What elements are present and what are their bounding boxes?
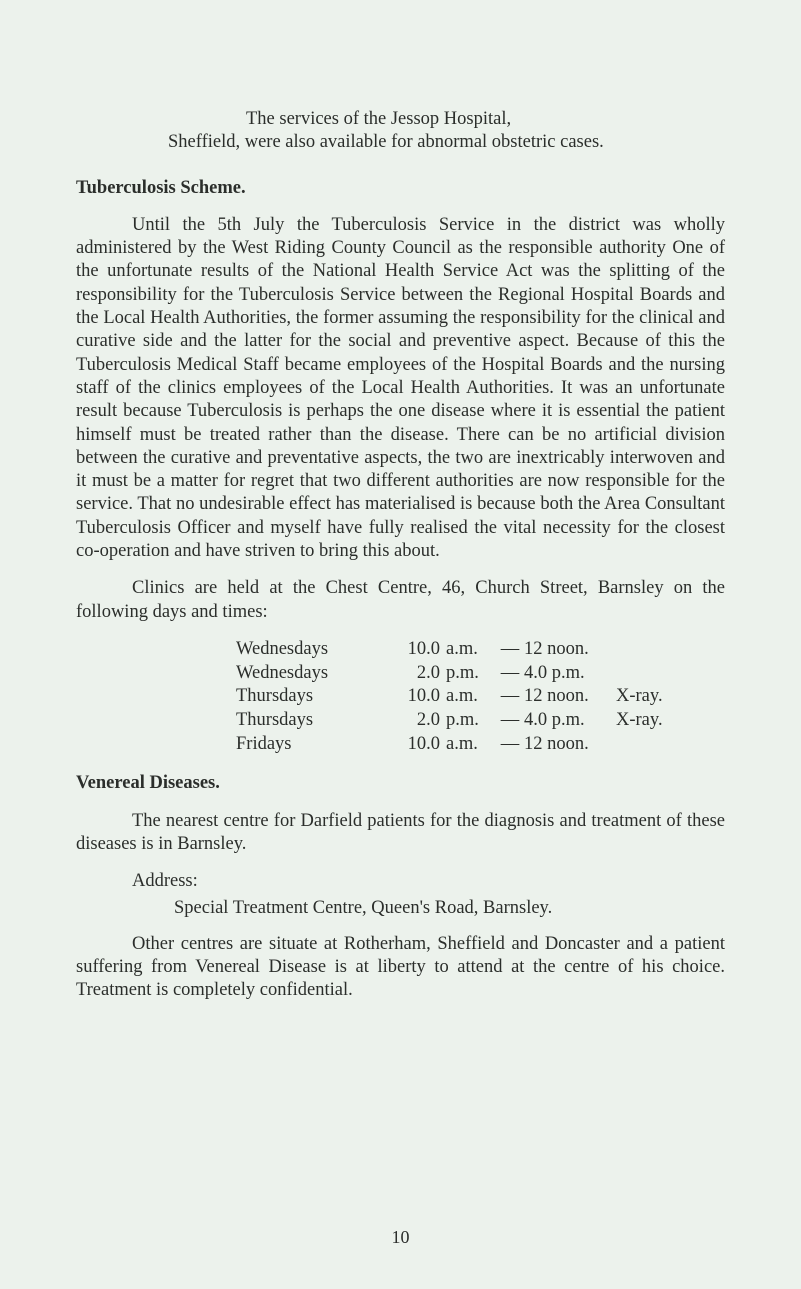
document-page: The services of the Jessop Hospital, She… (0, 0, 801, 1289)
sch-mer: a.m. (440, 733, 496, 757)
sch-dash: — (496, 733, 524, 757)
vd-para1: The nearest centre for Darfield patients… (76, 810, 725, 857)
vd-address-line: Special Treatment Centre, Queen's Road, … (76, 897, 725, 920)
schedule-row: Fridays 10.0 a.m. — 12 noon. (236, 733, 725, 757)
schedule-row: Wednesdays 10.0 a.m. — 12 noon. (236, 638, 725, 662)
sch-mer: p.m. (440, 709, 496, 733)
sch-day: Wednesdays (236, 638, 378, 662)
sch-end: 12 noon. (524, 638, 616, 662)
sch-mer: p.m. (440, 662, 496, 686)
page-number: 10 (0, 1226, 801, 1249)
sch-mer: a.m. (440, 685, 496, 709)
vd-address-label: Address: (76, 870, 725, 893)
sch-day: Thursdays (236, 709, 378, 733)
sch-dash: — (496, 662, 524, 686)
sch-dash: — (496, 638, 524, 662)
sch-dash: — (496, 685, 524, 709)
sch-end: 12 noon. (524, 733, 616, 757)
sch-end: 4.0 p.m. (524, 709, 616, 733)
tb-para1-text: Until the 5th July the Tuberculosis Serv… (76, 215, 725, 561)
tb-para1: Until the 5th July the Tuberculosis Serv… (76, 214, 725, 563)
tb-para2: Clinics are held at the Chest Centre, 46… (76, 577, 725, 624)
sch-dash: — (496, 709, 524, 733)
sch-start: 10.0 (378, 638, 440, 662)
schedule-row: Thursdays 2.0 p.m. — 4.0 p.m. X-ray. (236, 709, 725, 733)
sch-note: X-ray. (616, 709, 663, 733)
sch-day: Fridays (236, 733, 378, 757)
tb-para2-text: Clinics are held at the Chest Centre, 46… (76, 578, 725, 621)
tb-heading: Tuberculosis Scheme. (76, 177, 725, 200)
vd-heading: Venereal Diseases. (76, 772, 725, 795)
sch-start: 2.0 (378, 662, 440, 686)
intro-rest: Sheffield, were also available for abnor… (168, 132, 604, 152)
vd-para2: Other centres are situate at Rotherham, … (76, 933, 725, 1003)
sch-mer: a.m. (440, 638, 496, 662)
sch-day: Thursdays (236, 685, 378, 709)
intro-paragraph: The services of the Jessop Hospital, She… (76, 108, 725, 155)
sch-note: X-ray. (616, 685, 663, 709)
sch-end: 4.0 p.m. (524, 662, 616, 686)
schedule-row: Wednesdays 2.0 p.m. — 4.0 p.m. (236, 662, 725, 686)
intro-line1: The services of the Jessop Hospital, (168, 108, 725, 131)
sch-start: 2.0 (378, 709, 440, 733)
sch-day: Wednesdays (236, 662, 378, 686)
sch-start: 10.0 (378, 733, 440, 757)
clinic-schedule: Wednesdays 10.0 a.m. — 12 noon. Wednesda… (76, 638, 725, 756)
schedule-row: Thursdays 10.0 a.m. — 12 noon. X-ray. (236, 685, 725, 709)
vd-para1-text: The nearest centre for Darfield patients… (76, 811, 725, 854)
sch-end: 12 noon. (524, 685, 616, 709)
vd-para2-text: Other centres are situate at Rotherham, … (76, 934, 725, 1001)
sch-start: 10.0 (378, 685, 440, 709)
